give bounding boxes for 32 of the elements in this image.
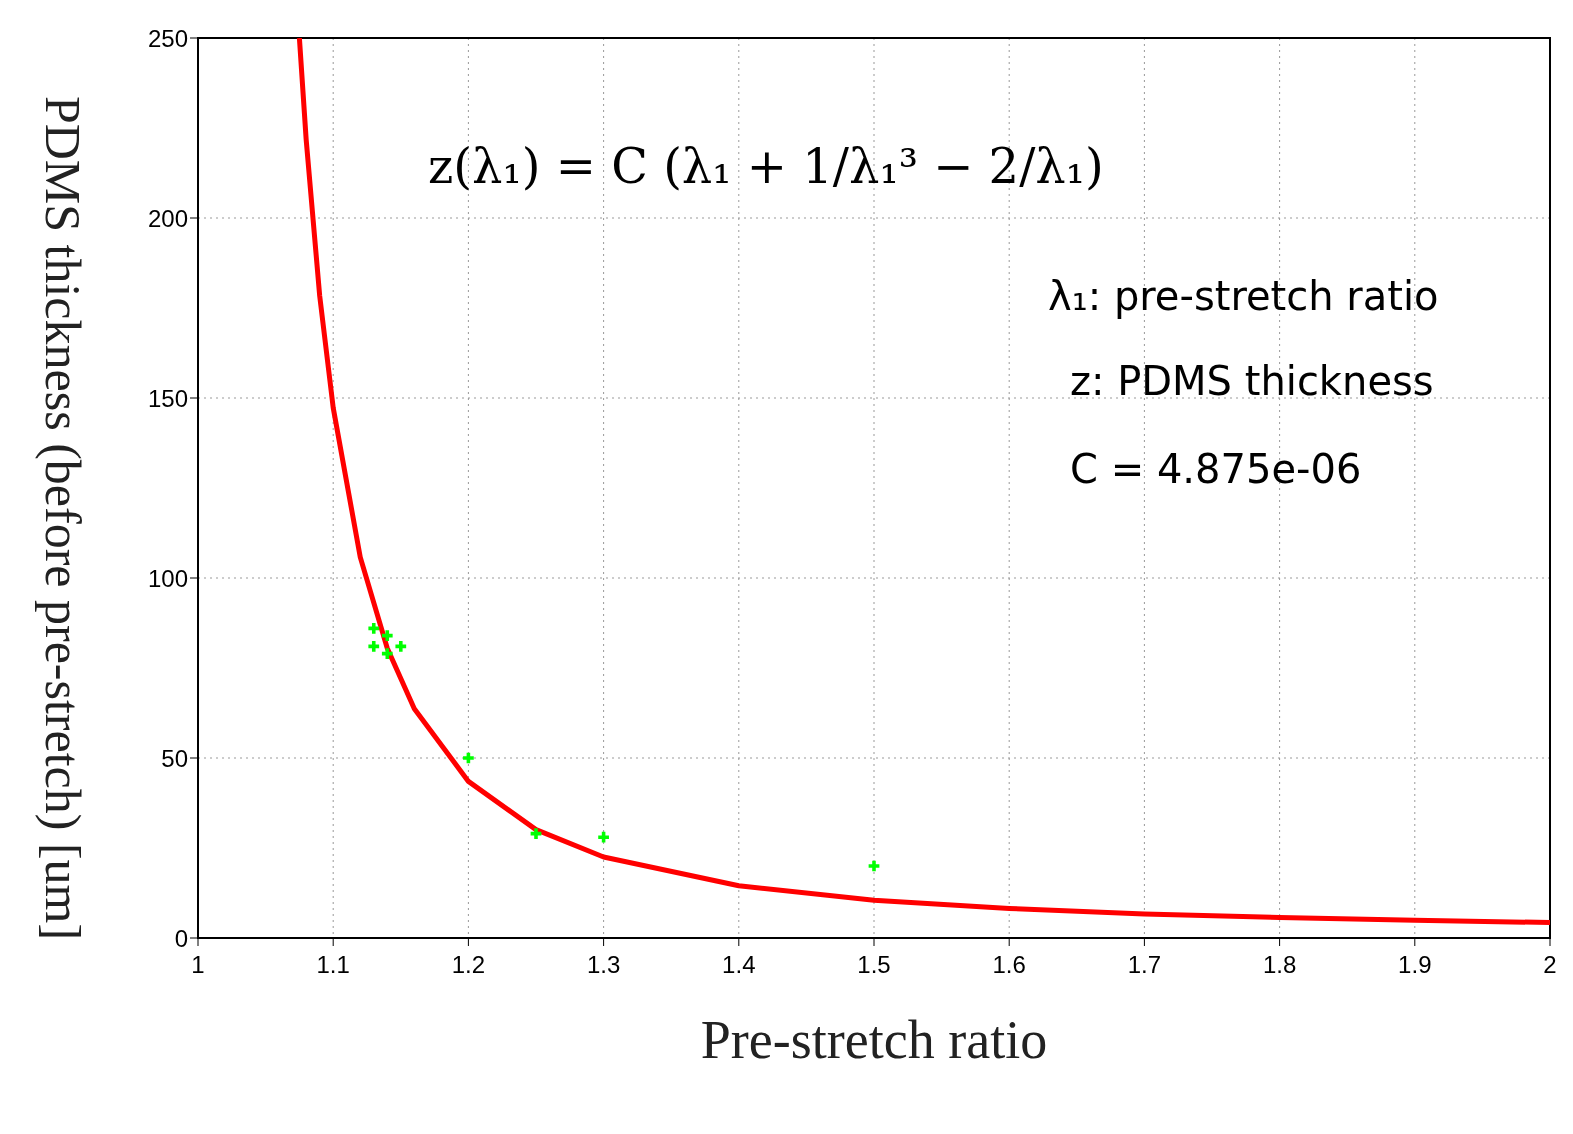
y-tick-label: 250 (147, 24, 188, 52)
annotation: z(λ₁) = C (λ₁ + 1/λ₁³ − 2/λ₁) (428, 138, 1104, 194)
annotation: C = 4.875e-06 (1070, 446, 1362, 492)
y-axis-title: PDMS thickness (before pre-stretch) [um] (34, 95, 92, 941)
point (368, 623, 380, 634)
point (598, 831, 609, 843)
point (381, 648, 393, 659)
x-tick-label: 1.6 (992, 951, 1026, 979)
y-tick-label: 150 (147, 384, 188, 412)
x-tick-label: 1.4 (722, 951, 756, 979)
x-tick-label: 2 (1543, 951, 1557, 979)
point (463, 752, 474, 764)
x-tick-label: 1.3 (586, 951, 621, 979)
point (381, 630, 393, 641)
point (868, 860, 880, 872)
y-tick-label: 50 (161, 744, 188, 772)
x-tick-label: 1.2 (451, 951, 486, 979)
x-tick-label: 1 (191, 951, 205, 979)
x-tick-label: 1.1 (316, 951, 350, 979)
x-axis-title: Pre-stretch ratio (700, 1010, 1048, 1070)
y-tick-label: 0 (174, 924, 188, 952)
y-tick-label: 200 (147, 204, 188, 232)
point (368, 641, 380, 652)
point (530, 828, 542, 839)
x-tick-label: 1.8 (1262, 951, 1297, 979)
x-tick-label: 1.7 (1127, 951, 1162, 979)
y-tick-label: 100 (147, 564, 188, 592)
annotation: λ₁: pre-stretch ratio (1048, 273, 1439, 319)
point (395, 641, 407, 652)
x-tick-label: 1.5 (857, 951, 891, 979)
x-tick-label: 1.9 (1398, 951, 1432, 979)
annotation: z: PDMS thickness (1070, 358, 1434, 404)
